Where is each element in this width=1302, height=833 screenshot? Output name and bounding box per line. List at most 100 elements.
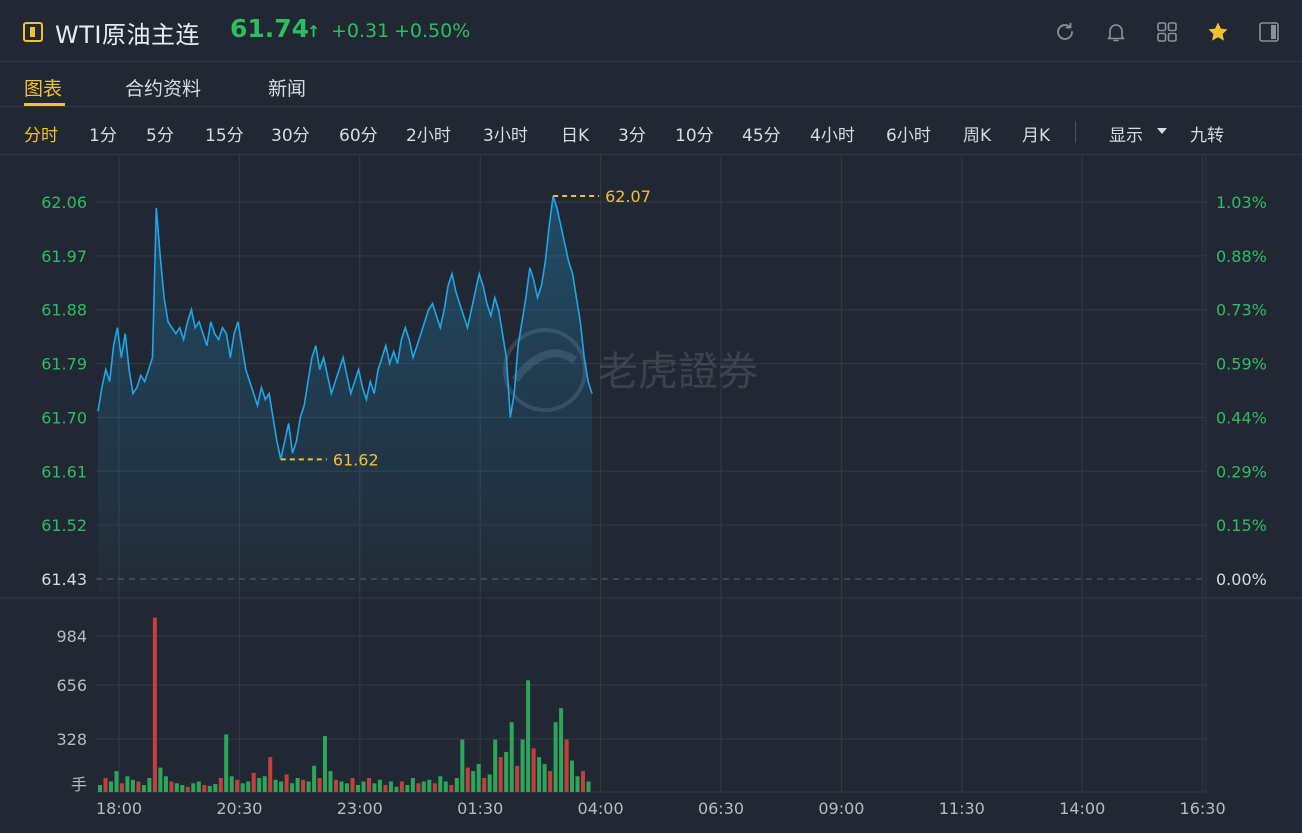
- x-tick-label: 16:30: [1180, 799, 1226, 818]
- volume-bar: [191, 783, 196, 792]
- volume-bar: [487, 774, 492, 792]
- x-tick-label: 23:00: [337, 799, 383, 818]
- volume-tick-label: 656: [56, 676, 87, 695]
- volume-bar: [246, 781, 251, 792]
- volume-bar: [262, 776, 267, 792]
- period-6h[interactable]: 6小时: [886, 126, 931, 146]
- watermark-text: 老虎證券: [598, 349, 758, 395]
- volume-bar: [454, 778, 459, 792]
- volume-bar: [575, 776, 580, 792]
- star-icon[interactable]: [1206, 20, 1230, 44]
- bell-icon[interactable]: [1104, 20, 1128, 44]
- period-day[interactable]: 日K: [561, 126, 590, 146]
- volume-bar: [493, 739, 498, 792]
- nine-turn-button[interactable]: 九转: [1190, 126, 1224, 146]
- volume-bar: [114, 771, 119, 792]
- percent-tick-label: 0.00%: [1216, 570, 1267, 589]
- x-tick-label: 04:00: [578, 799, 624, 818]
- price-tick-label: 62.06: [41, 193, 87, 212]
- volume-bar: [350, 778, 355, 792]
- volume-bar: [465, 767, 470, 792]
- volume-bar: [367, 778, 371, 792]
- period-2h[interactable]: 2小时: [406, 126, 451, 146]
- price-tick-label: 61.79: [41, 355, 87, 374]
- price-change: +0.31: [331, 20, 390, 42]
- volume-bar: [317, 778, 322, 792]
- volume-bar: [586, 781, 591, 792]
- volume-bar: [509, 722, 514, 792]
- tab-contract-info[interactable]: 合约资料: [125, 78, 202, 100]
- period-week[interactable]: 周K: [963, 126, 992, 146]
- volume-bar: [443, 781, 448, 792]
- volume-bar: [460, 739, 465, 792]
- quote-header: WTI原油主连 61.74 ↑ +0.31 +0.50%: [0, 0, 1302, 62]
- x-tick-label: 09:00: [818, 799, 864, 818]
- instrument-badge-icon: [23, 22, 43, 42]
- volume-bar: [553, 722, 558, 792]
- volume-bar: [158, 767, 163, 792]
- low-marker-label: 61.62: [333, 450, 379, 469]
- volume-bar: [399, 781, 404, 792]
- volume-bar: [185, 786, 190, 792]
- price-tick-label: 61.43: [41, 570, 87, 589]
- volume-bar: [531, 748, 536, 792]
- price-area-fill: [98, 196, 592, 592]
- period-15m[interactable]: 15分: [205, 126, 244, 146]
- volume-bar: [207, 785, 212, 792]
- panel-toggle-icon[interactable]: [1257, 20, 1281, 44]
- intraday-chart[interactable]: 老虎證券 18:00 20:30 23:00 01:30 04:00 06:30 09:00…: [0, 155, 1302, 833]
- period-intraday[interactable]: 分时: [24, 126, 58, 146]
- volume-bar: [251, 772, 256, 792]
- tab-chart[interactable]: 图表: [24, 78, 63, 100]
- refresh-icon[interactable]: [1053, 20, 1077, 44]
- volume-bar: [130, 779, 135, 792]
- period-45m[interactable]: 45分: [742, 126, 781, 146]
- symbol-name: WTI原油主连: [55, 21, 200, 49]
- high-marker-label: 62.07: [605, 187, 651, 206]
- volume-bar: [240, 783, 245, 792]
- volume-bar: [515, 765, 520, 792]
- volume-bar: [98, 785, 102, 792]
- period-5m[interactable]: 5分: [146, 126, 174, 146]
- volume-unit-label: 手: [71, 775, 87, 794]
- volume-bar: [421, 781, 426, 792]
- period-month[interactable]: 月K: [1022, 126, 1051, 146]
- volume-bar: [504, 751, 509, 792]
- volume-tick-label: 328: [56, 730, 87, 749]
- percent-tick-label: 0.44%: [1216, 408, 1267, 427]
- volume-bar: [180, 785, 185, 792]
- volume-bar: [306, 781, 311, 792]
- volume-bar: [449, 785, 454, 792]
- volume-bar: [268, 757, 273, 792]
- percent-tick-label: 1.03%: [1216, 193, 1267, 212]
- price-tick-label: 61.52: [41, 516, 87, 535]
- volume-bar: [410, 778, 415, 792]
- period-3m[interactable]: 3分: [618, 126, 646, 146]
- caret-down-icon[interactable]: [1156, 127, 1168, 135]
- volume-bars: [98, 617, 591, 792]
- period-1m[interactable]: 1分: [89, 126, 117, 146]
- x-tick-label: 06:30: [698, 799, 744, 818]
- period-4h[interactable]: 4小时: [810, 126, 855, 146]
- period-60m[interactable]: 60分: [339, 126, 378, 146]
- volume-bar: [295, 778, 300, 792]
- volume-bar: [416, 783, 421, 792]
- volume-bar: [394, 786, 399, 792]
- volume-bar: [559, 708, 564, 792]
- period-3h[interactable]: 3小时: [483, 126, 528, 146]
- volume-bar: [312, 765, 317, 792]
- volume-bar: [229, 776, 234, 792]
- volume-bar: [323, 736, 327, 792]
- volume-bar: [328, 771, 333, 792]
- volume-bar: [202, 785, 207, 792]
- display-dropdown[interactable]: 显示: [1109, 126, 1143, 146]
- percent-tick-label: 0.59%: [1216, 355, 1267, 374]
- volume-bar: [334, 779, 338, 792]
- tab-news[interactable]: 新闻: [268, 78, 307, 100]
- period-30m[interactable]: 30分: [271, 126, 310, 146]
- volume-bar: [356, 785, 360, 792]
- volume-bar: [136, 781, 141, 792]
- period-10m[interactable]: 10分: [675, 126, 714, 146]
- active-tab-indicator: [24, 103, 65, 106]
- grid-icon[interactable]: [1155, 20, 1179, 44]
